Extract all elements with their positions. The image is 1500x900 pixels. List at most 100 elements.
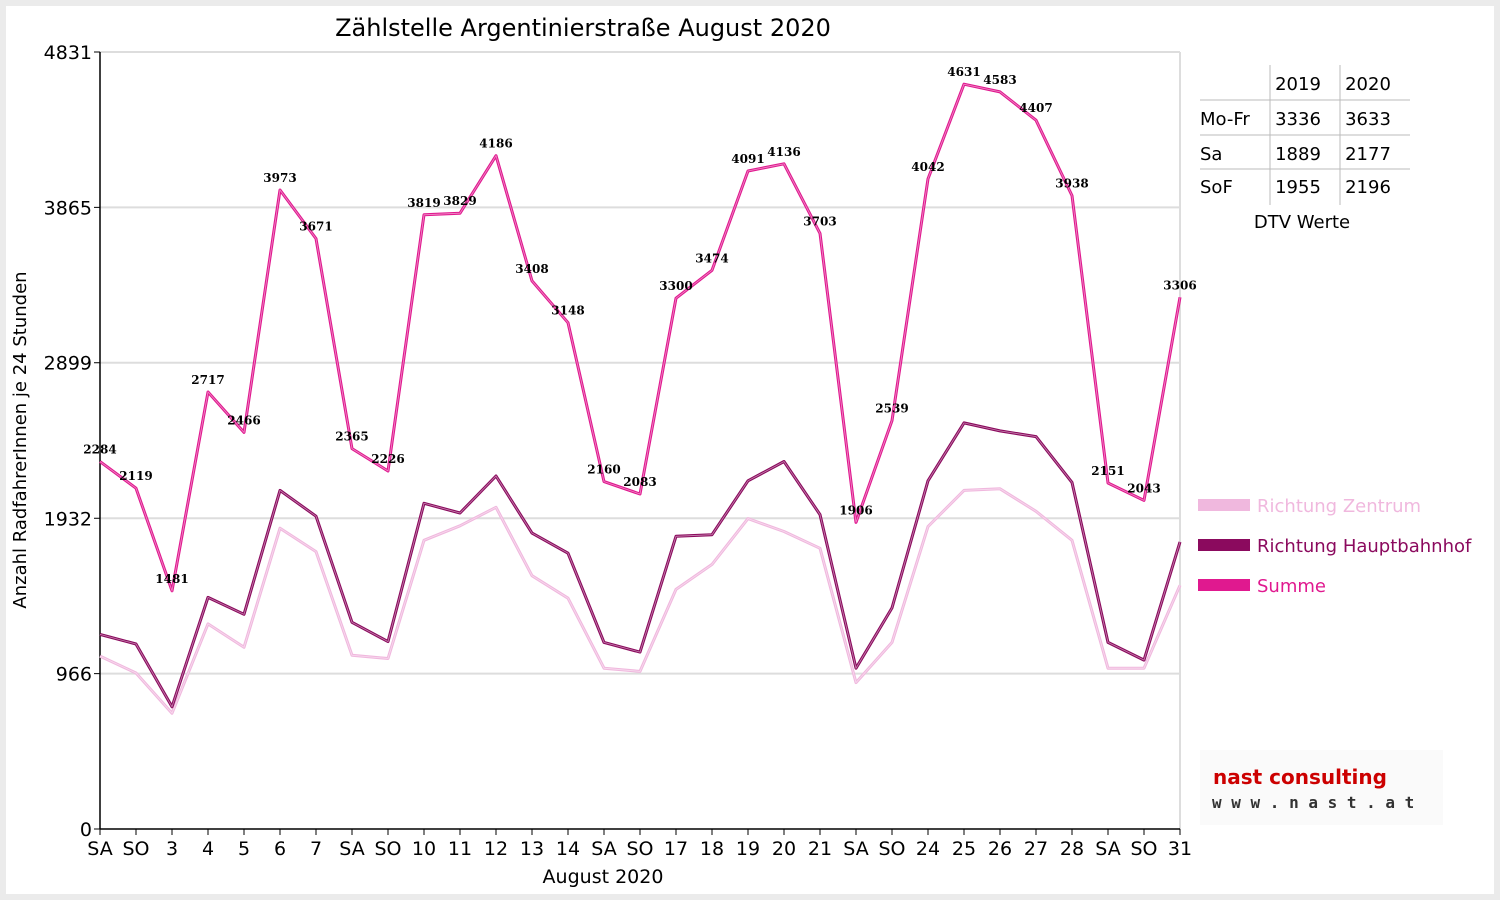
chart-title: Zählstelle Argentinierstraße August 2020 <box>335 14 831 42</box>
legend-swatch <box>1198 579 1250 591</box>
data-label: 3671 <box>299 220 332 234</box>
data-label: 2226 <box>371 452 404 466</box>
x-tick-label: 27 <box>1024 838 1048 860</box>
legend-label: Richtung Zentrum <box>1257 496 1421 517</box>
data-label: 2119 <box>119 469 152 483</box>
data-label: 4042 <box>911 160 944 174</box>
data-label: 2043 <box>1127 481 1160 495</box>
x-tick-label: SA <box>1095 838 1120 860</box>
x-tick-label: 20 <box>772 838 796 860</box>
x-tick-label: 26 <box>988 838 1012 860</box>
data-label: 1906 <box>839 503 872 517</box>
legend: Richtung Zentrum Richtung Hauptbahnhof Sum… <box>1198 496 1472 597</box>
data-label: 2539 <box>875 402 908 416</box>
series-line-summe-highlight <box>99 83 1181 593</box>
y-tick-label: 2899 <box>44 353 92 375</box>
x-tick-label: 7 <box>310 838 322 860</box>
data-label: 2083 <box>623 475 656 489</box>
table-row-label: Sa <box>1200 144 1222 165</box>
series-line-richtung-hauptbahnhof-highlight <box>99 422 1181 708</box>
x-tick-label: SO <box>878 838 905 860</box>
series-line-richtung-zentrum-highlight <box>99 488 1181 714</box>
x-tick-label: SO <box>626 838 653 860</box>
table-row-label: Mo-Fr <box>1200 109 1250 130</box>
data-label: 3973 <box>263 171 296 185</box>
x-tick-label: 3 <box>166 838 178 860</box>
data-label: 3829 <box>443 194 476 208</box>
x-tick-label: 28 <box>1060 838 1084 860</box>
x-tick-label: 14 <box>556 838 580 860</box>
data-label: 2151 <box>1091 464 1124 478</box>
data-label: 3938 <box>1055 177 1088 191</box>
data-label: 3474 <box>695 251 728 265</box>
series-line-richtung-hauptbahnhof <box>99 421 1182 709</box>
logo-url: w w w . n a s t . a t <box>1212 793 1414 812</box>
y-tick-label: 0 <box>80 819 92 841</box>
table-caption: DTV Werte <box>1254 212 1350 233</box>
data-label: 3148 <box>551 304 584 318</box>
x-tick-label: 24 <box>916 838 940 860</box>
table-header-2019: 2019 <box>1275 74 1321 95</box>
data-label: 2717 <box>191 373 224 387</box>
table-cell: 3336 <box>1275 109 1321 130</box>
y-axis-label: Anzahl RadfahrerInnen je 24 Stunden <box>10 271 31 608</box>
data-label: 3819 <box>407 196 440 210</box>
data-label: 2284 <box>83 443 116 457</box>
chart-canvas: Zählstelle Argentinierstraße August 2020… <box>10 14 1472 888</box>
series-line-summe <box>99 82 1182 593</box>
data-label: 4583 <box>983 73 1016 87</box>
x-tick-label: SA <box>87 838 112 860</box>
dtv-table: 2019 2020 Mo-Fr 3336 3633 Sa 1889 2177 S… <box>1200 65 1410 233</box>
data-label: 4186 <box>479 137 512 151</box>
x-tick-label: SA <box>591 838 616 860</box>
x-tick-label: SA <box>339 838 364 860</box>
x-tick-label: 10 <box>412 838 436 860</box>
x-tick-label: 25 <box>952 838 976 860</box>
table-cell: 1889 <box>1275 144 1321 165</box>
x-tick-labels: SA SO 3 4 5 6 7 SA SO 10 11 12 13 14 SA SO 17 18 19 20 21 SA S… <box>87 838 1192 860</box>
data-label: 3306 <box>1163 278 1196 292</box>
data-label: 4091 <box>731 152 764 166</box>
y-tick-label: 966 <box>56 664 92 686</box>
nast-logo: nast consulting w w w . n a s t . a t <box>1200 750 1443 825</box>
table-cell: 2196 <box>1345 177 1391 198</box>
data-label: 1481 <box>155 572 188 586</box>
data-label: 2365 <box>335 430 368 444</box>
series-lines <box>99 82 1182 715</box>
axes <box>94 51 1181 835</box>
x-tick-label: 18 <box>700 838 724 860</box>
data-label: 4631 <box>947 65 980 79</box>
x-tick-label: 19 <box>736 838 760 860</box>
data-label: 4136 <box>767 145 800 159</box>
y-tick-label: 3865 <box>44 197 92 219</box>
table-header-2020: 2020 <box>1345 74 1391 95</box>
logo-text: nast consulting <box>1213 765 1387 789</box>
x-tick-label: 12 <box>484 838 508 860</box>
y-tick-label: 1932 <box>44 508 92 530</box>
y-tick-label: 4831 <box>44 42 92 64</box>
grid-lines <box>100 51 1181 829</box>
x-tick-label: 6 <box>274 838 286 860</box>
legend-swatch <box>1198 539 1250 551</box>
table-cell: 3633 <box>1345 109 1391 130</box>
x-tick-label: 31 <box>1168 838 1192 860</box>
table-cell: 1955 <box>1275 177 1321 198</box>
x-tick-label: 21 <box>808 838 832 860</box>
data-label: 3703 <box>803 214 836 228</box>
x-tick-label: SO <box>122 838 149 860</box>
data-label: 2160 <box>587 463 620 477</box>
x-tick-label: SA <box>843 838 868 860</box>
data-label: 2466 <box>227 413 260 427</box>
table-row-label: SoF <box>1200 177 1233 198</box>
legend-label: Richtung Hauptbahnhof <box>1257 536 1472 557</box>
table-cell: 2177 <box>1345 144 1391 165</box>
x-axis-label: August 2020 <box>543 866 664 888</box>
x-tick-label: 5 <box>238 838 250 860</box>
logo-background <box>1200 750 1443 825</box>
x-tick-label: SO <box>1130 838 1157 860</box>
y-tick-labels: 0 966 1932 2899 3865 4831 <box>44 42 92 841</box>
chart-frame: Zählstelle Argentinierstraße August 2020… <box>6 6 1494 894</box>
data-label: 4407 <box>1019 101 1052 115</box>
x-tick-label: 17 <box>664 838 688 860</box>
